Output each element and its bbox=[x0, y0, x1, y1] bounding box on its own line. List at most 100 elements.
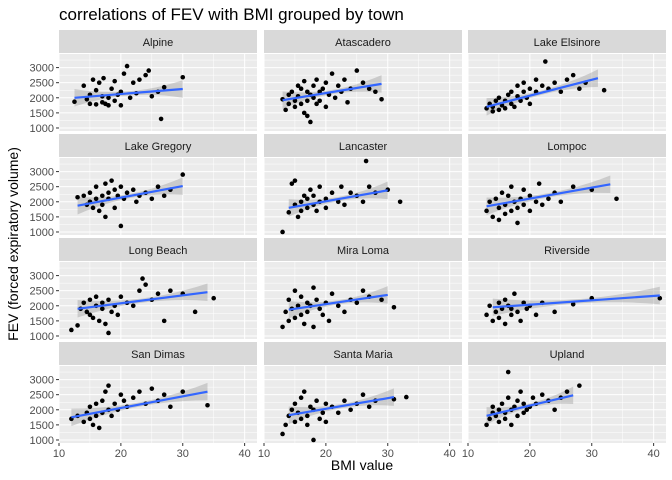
x-tick-label: 10 bbox=[53, 448, 65, 460]
data-point bbox=[546, 196, 551, 202]
facet-label: Riverside bbox=[544, 245, 590, 257]
data-point bbox=[314, 208, 319, 214]
data-point bbox=[96, 425, 102, 431]
data-point bbox=[493, 196, 499, 202]
data-point bbox=[280, 431, 285, 437]
data-point bbox=[301, 389, 307, 394]
data-point bbox=[530, 395, 536, 401]
facet-upland: Upland bbox=[467, 342, 666, 443]
data-point bbox=[502, 106, 508, 111]
data-point bbox=[314, 77, 319, 82]
data-point bbox=[286, 210, 292, 215]
y-tick-label: 3000 bbox=[30, 271, 54, 283]
data-point bbox=[298, 199, 304, 205]
fit-line bbox=[486, 77, 599, 108]
data-point bbox=[499, 401, 505, 407]
data-point bbox=[323, 196, 329, 202]
data-point bbox=[305, 300, 310, 306]
data-point bbox=[100, 398, 105, 404]
data-point bbox=[570, 72, 576, 78]
data-point bbox=[121, 398, 127, 404]
data-point bbox=[539, 83, 545, 89]
facet-label: Mira Loma bbox=[337, 245, 390, 257]
data-point bbox=[134, 199, 139, 205]
data-point bbox=[335, 303, 341, 309]
data-point bbox=[539, 392, 545, 397]
fit-line bbox=[486, 394, 574, 417]
data-point bbox=[93, 184, 99, 189]
data-point bbox=[93, 401, 99, 407]
data-point bbox=[342, 202, 347, 208]
gridlines bbox=[263, 54, 462, 131]
data-point bbox=[292, 288, 298, 293]
data-point bbox=[106, 190, 111, 196]
data-point bbox=[84, 309, 90, 315]
y-tick-label: 1500 bbox=[30, 420, 54, 432]
data-point bbox=[205, 402, 210, 408]
data-point bbox=[505, 395, 511, 401]
data-point bbox=[118, 392, 124, 397]
data-point bbox=[601, 87, 607, 93]
data-point bbox=[342, 398, 347, 404]
fit-line bbox=[288, 189, 388, 209]
facet-strip bbox=[264, 238, 462, 261]
data-point bbox=[137, 389, 142, 394]
data-point bbox=[298, 416, 304, 422]
data-point bbox=[280, 324, 285, 330]
facet-atascadero: Atascadero bbox=[263, 30, 462, 131]
facet-strip bbox=[264, 30, 462, 53]
facet-mira-loma: Mira Loma bbox=[263, 238, 462, 339]
data-point bbox=[484, 208, 489, 214]
facet-grid: Alpine Atascadero Lake Elsinore Lake Gregor… bbox=[58, 30, 666, 443]
x-tick-label: 20 bbox=[524, 448, 536, 460]
data-point bbox=[103, 321, 108, 327]
data-point bbox=[75, 323, 80, 328]
data-point bbox=[360, 392, 366, 397]
data-point bbox=[112, 187, 117, 193]
data-point bbox=[614, 196, 619, 202]
fit-line bbox=[288, 293, 388, 311]
data-point bbox=[292, 315, 298, 321]
data-point bbox=[161, 84, 167, 90]
fit-line bbox=[77, 291, 208, 310]
data-point bbox=[161, 193, 167, 199]
data-point bbox=[130, 187, 136, 193]
data-point bbox=[137, 77, 142, 82]
x-tick-label: 40 bbox=[648, 448, 660, 460]
fit-line bbox=[282, 82, 382, 102]
data-point bbox=[311, 95, 316, 101]
data-point bbox=[305, 413, 310, 419]
data-point bbox=[527, 208, 533, 214]
data-point bbox=[512, 104, 517, 110]
data-point bbox=[577, 86, 582, 92]
data-point bbox=[499, 190, 505, 196]
data-point bbox=[118, 294, 124, 300]
facet-label: Lancaster bbox=[339, 141, 388, 153]
data-point bbox=[100, 193, 105, 199]
fit-line bbox=[288, 396, 395, 417]
facet-strip bbox=[264, 134, 462, 157]
data-point bbox=[106, 383, 111, 388]
facet-label: San Dimas bbox=[131, 349, 185, 361]
data-points bbox=[69, 276, 216, 336]
y-tick-label: 1000 bbox=[30, 435, 54, 447]
data-point bbox=[130, 395, 136, 401]
data-point bbox=[487, 199, 492, 205]
data-point bbox=[509, 312, 514, 318]
data-point bbox=[329, 291, 335, 297]
data-point bbox=[509, 306, 514, 312]
facet-lake-elsinore: Lake Elsinore bbox=[467, 30, 666, 131]
data-point bbox=[298, 86, 304, 92]
data-point bbox=[543, 59, 548, 64]
data-point bbox=[292, 419, 298, 425]
data-point bbox=[524, 306, 530, 312]
data-point bbox=[363, 158, 369, 164]
facet-label: Alpine bbox=[143, 37, 174, 49]
data-point bbox=[317, 416, 322, 422]
data-point bbox=[505, 92, 511, 98]
data-point bbox=[314, 398, 319, 404]
data-point bbox=[339, 184, 344, 189]
fit-line bbox=[77, 185, 183, 207]
data-point bbox=[320, 410, 326, 416]
data-point bbox=[496, 407, 502, 413]
